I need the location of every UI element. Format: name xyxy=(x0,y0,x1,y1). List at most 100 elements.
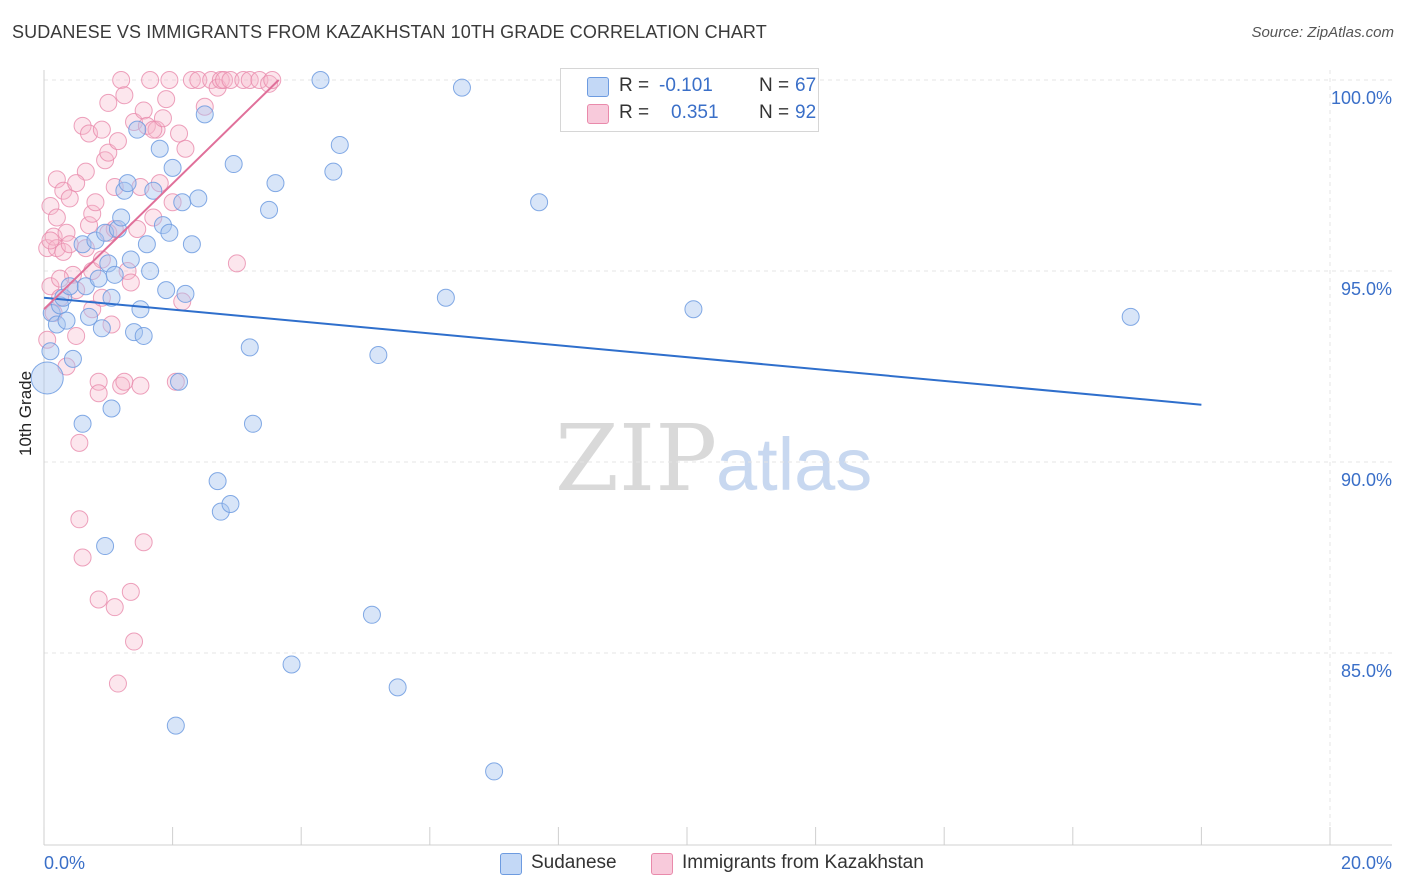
sudanese-point xyxy=(63,349,82,368)
kazakhstan-point xyxy=(70,433,89,452)
kazakhstan-point xyxy=(76,162,95,181)
sudanese-point xyxy=(221,495,240,514)
kazakhstan-point xyxy=(41,231,60,250)
bottom-legend-label: Sudanese xyxy=(531,852,617,873)
x-tick-label: 0.0% xyxy=(44,853,85,873)
sudanese-point xyxy=(99,254,118,273)
kazakhstan-point xyxy=(215,71,234,89)
kazakhstan-point xyxy=(121,582,140,601)
y-tick-label: 90.0% xyxy=(1341,470,1392,490)
sudanese-point xyxy=(282,655,301,674)
legend-n-label: N = xyxy=(759,75,790,96)
kazakhstan-point xyxy=(134,101,153,120)
sudanese-point xyxy=(324,162,343,181)
y-tick-label: 100.0% xyxy=(1331,88,1392,108)
kazakhstan-point xyxy=(57,223,76,242)
sudanese-point xyxy=(195,105,214,124)
sudanese-point xyxy=(208,472,227,491)
sudanese-point xyxy=(131,300,150,319)
sudanese-point xyxy=(176,284,195,303)
sudanese-point xyxy=(369,346,388,365)
kazakhstan-point xyxy=(115,86,134,105)
kazakhstan-point xyxy=(157,90,176,109)
legend: R = -0.101 N = 67 R = 0.351 N = 92 xyxy=(560,68,819,132)
sudanese-point xyxy=(436,288,455,307)
kazakhstan-point xyxy=(47,170,66,189)
sudanese-point xyxy=(224,155,243,174)
kazakhstan-point xyxy=(176,139,195,158)
kazakhstan-point xyxy=(234,71,253,89)
bottom-legend-swatch-pink xyxy=(651,853,673,875)
legend-n-value: 92 xyxy=(795,102,817,123)
kazakhstan-point xyxy=(112,71,131,89)
sudanese-point xyxy=(125,323,144,342)
kazakhstan-point xyxy=(160,71,179,89)
sudanese-point xyxy=(157,281,176,300)
sudanese-point xyxy=(388,678,407,697)
x-tick-label: 20.0% xyxy=(1341,853,1392,873)
sudanese-point xyxy=(311,71,330,89)
kazakhstan-point xyxy=(47,208,66,227)
kazakhstan-point xyxy=(73,116,92,135)
sudanese-point xyxy=(163,158,182,177)
legend-r-value: 0.351 xyxy=(671,102,719,123)
sudanese-point xyxy=(170,372,189,391)
sudanese-point xyxy=(41,342,60,361)
kazakhstan-point xyxy=(195,97,214,116)
kazakhstan-point xyxy=(128,219,147,238)
kazakhstan-point xyxy=(73,548,92,567)
sudanese-point xyxy=(80,307,99,326)
sudanese-point xyxy=(118,174,137,193)
kazakhstan-trend-line xyxy=(43,79,280,310)
sudanese-point xyxy=(530,193,549,212)
sudanese-point xyxy=(141,262,160,280)
sudanese-point xyxy=(86,231,105,250)
kazakhstan-point xyxy=(115,372,134,391)
kazakhstan-point xyxy=(250,71,269,89)
sudanese-point xyxy=(102,399,121,418)
kazakhstan-point xyxy=(80,216,99,235)
kazakhstan-point xyxy=(86,193,105,212)
y-tick-label: 85.0% xyxy=(1341,661,1392,681)
kazakhstan-point xyxy=(153,109,172,128)
legend-swatch-blue xyxy=(587,77,609,97)
legend-r-label: R = xyxy=(619,102,650,123)
sudanese-point xyxy=(240,338,259,357)
kazakhstan-point xyxy=(51,269,70,288)
kazakhstan-point xyxy=(41,197,60,216)
sudanese-point xyxy=(266,174,285,193)
bottom-legend-label: Immigrants from Kazakhstan xyxy=(682,852,924,873)
sudanese-trend-line xyxy=(43,296,1202,406)
sudanese-point xyxy=(73,414,92,433)
sudanese-point xyxy=(330,135,349,154)
sudanese-point xyxy=(134,326,153,345)
kazakhstan-point xyxy=(67,174,86,193)
kazakhstan-point xyxy=(202,71,221,89)
sudanese-point xyxy=(452,78,471,97)
kazakhstan-point xyxy=(67,326,86,345)
sudanese-point xyxy=(211,502,230,521)
sudanese-point xyxy=(684,300,703,319)
sudanese-point xyxy=(89,269,108,288)
sudanese-point xyxy=(105,265,124,284)
kazakhstan-point xyxy=(182,71,201,89)
sudanese-point xyxy=(30,361,64,395)
kazakhstan-point xyxy=(70,510,89,529)
kazakhstan-point xyxy=(150,174,169,193)
chart-source: Source: ZipAtlas.com xyxy=(1251,24,1394,41)
sudanese-point xyxy=(166,716,185,735)
kazakhstan-point xyxy=(105,598,124,617)
sudanese-point xyxy=(182,235,201,254)
sudanese-point xyxy=(128,120,147,139)
kazakhstan-point xyxy=(170,124,189,143)
sudanese-point xyxy=(47,315,66,334)
watermark-atlas: atlas xyxy=(716,423,872,506)
legend-swatch-pink xyxy=(587,104,609,124)
sudanese-point xyxy=(1121,307,1140,326)
sudanese-point xyxy=(485,762,504,781)
kazakhstan-point xyxy=(60,189,79,208)
kazakhstan-point xyxy=(240,71,259,89)
chart-title: SUDANESE VS IMMIGRANTS FROM KAZAKHSTAN 1… xyxy=(12,22,767,42)
y-tick-label: 95.0% xyxy=(1341,279,1392,299)
